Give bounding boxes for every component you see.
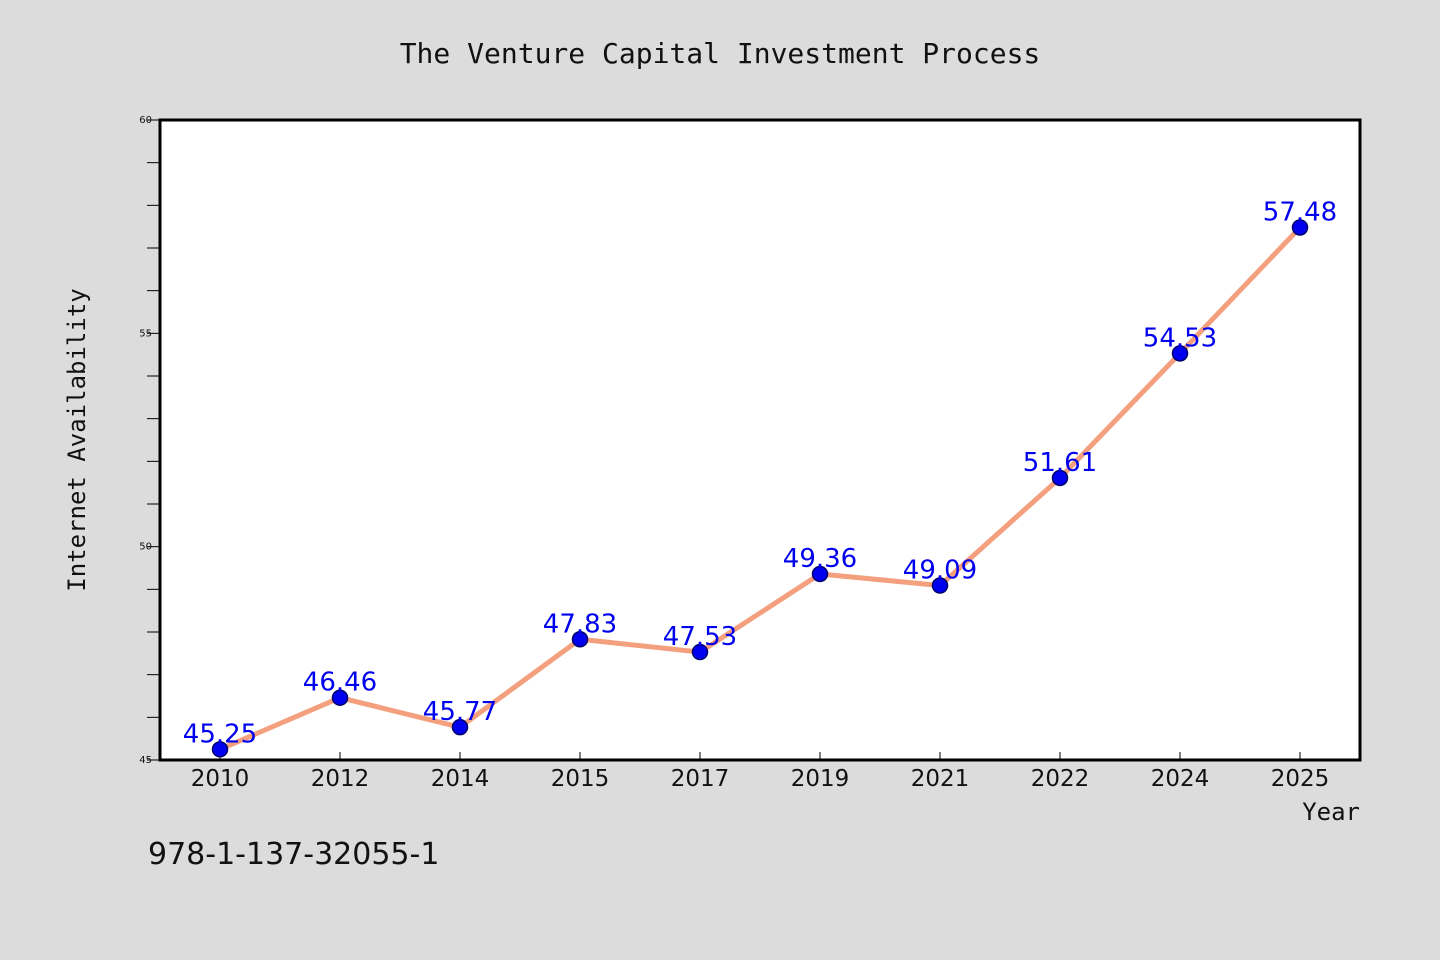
isbn-text: 978-1-137-32055-1 [148, 837, 439, 872]
x-axis-ticks: 2010 2012 2014 2015 2017 2019 2021 2022 2024 2025 [191, 752, 1330, 792]
y-tick-label: 50 [139, 542, 152, 553]
data-labels: 45.25 46.46 45.77 47.83 47.53 49.36 49.09 51.61… [183, 198, 1337, 750]
x-axis-label: Year [1302, 798, 1360, 826]
data-label: 45.25 [183, 719, 257, 749]
data-point [451, 718, 469, 736]
y-tick-label: 55 [139, 328, 152, 339]
data-label: 54.53 [1143, 323, 1217, 353]
data-point [571, 631, 589, 648]
x-tick-label: 2024 [1151, 766, 1210, 792]
chart-title: The Venture Capital Investment Process [400, 37, 1041, 70]
data-point [811, 565, 829, 583]
x-tick-label: 2015 [551, 766, 610, 792]
y-axis-ticks: 45 50 55 60 [139, 115, 160, 766]
plot-area [158, 118, 1362, 762]
x-tick-label: 2010 [191, 766, 250, 792]
y-axis-label: Internet Availability [63, 288, 91, 591]
data-point [691, 643, 709, 661]
x-tick-label: 2019 [791, 766, 850, 792]
data-point [211, 741, 229, 758]
y-tick-label: 45 [139, 755, 152, 766]
data-label: 46.46 [303, 668, 377, 698]
x-tick-label: 2022 [1031, 766, 1090, 792]
data-label: 49.09 [903, 555, 977, 585]
data-label: 51.61 [1023, 448, 1097, 478]
data-markers [211, 219, 1309, 758]
data-label: 47.83 [543, 609, 617, 639]
data-point [1291, 219, 1309, 236]
y-tick-label: 60 [139, 115, 152, 126]
data-point [1051, 469, 1069, 487]
data-label: 47.53 [663, 622, 737, 652]
x-tick-label: 2014 [431, 766, 490, 792]
data-point [331, 689, 349, 706]
data-point [1171, 345, 1189, 362]
x-tick-label: 2017 [671, 766, 730, 792]
data-label: 57.48 [1263, 198, 1337, 228]
data-label: 45.77 [423, 697, 497, 727]
x-tick-label: 2012 [311, 766, 370, 792]
data-point [931, 577, 949, 594]
x-tick-label: 2025 [1271, 766, 1330, 792]
series-line [217, 225, 1303, 752]
data-label: 49.36 [783, 544, 857, 574]
x-tick-label: 2021 [911, 766, 970, 792]
